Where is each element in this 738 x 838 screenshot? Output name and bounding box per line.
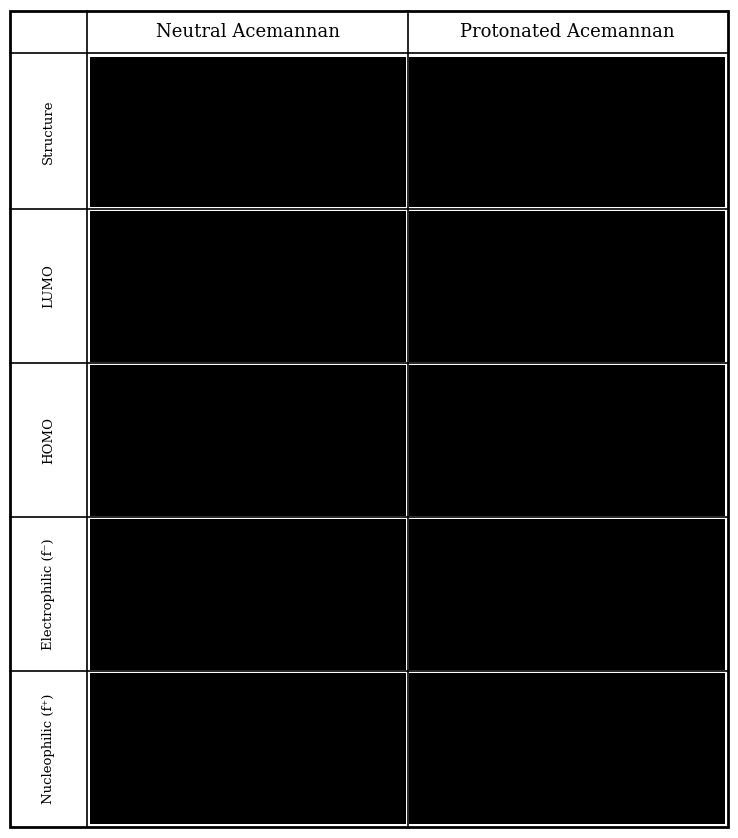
Text: Neutral Acemannan: Neutral Acemannan [156,23,340,41]
Text: Protonated Acemannan: Protonated Acemannan [460,23,675,41]
Text: LUMO: LUMO [42,264,55,308]
Text: HOMO: HOMO [42,416,55,463]
Text: Nucleophilic (f⁺): Nucleophilic (f⁺) [42,693,55,804]
Text: Electrophilic (f⁻): Electrophilic (f⁻) [42,539,55,650]
Text: Structure: Structure [42,100,55,164]
